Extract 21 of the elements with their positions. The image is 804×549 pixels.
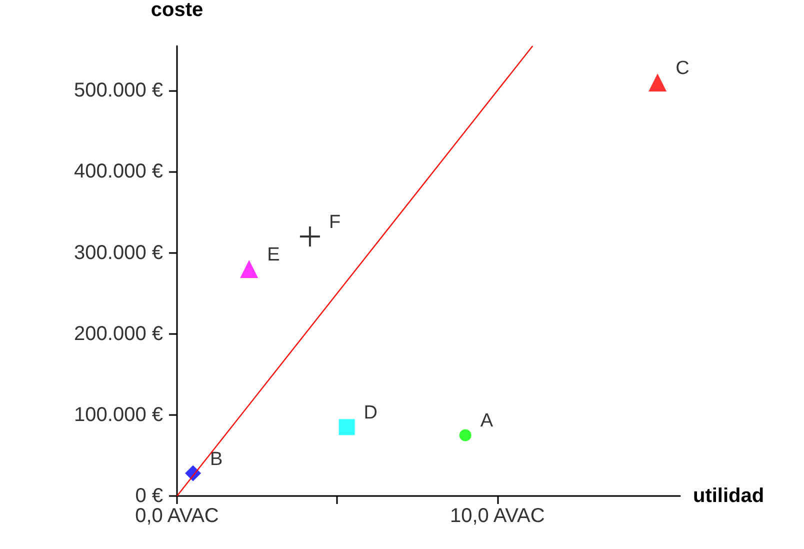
point: [648, 73, 667, 92]
y-tick-label: 500.000 €: [74, 80, 163, 102]
series-label: A: [480, 410, 494, 432]
series-label: B: [210, 448, 223, 470]
series-label: E: [267, 244, 280, 266]
y-tick-label: 200.000 €: [74, 322, 163, 345]
point: [300, 226, 320, 247]
y-tick-label: 400.000 €: [74, 160, 163, 183]
y-tick-label: 100.000 €: [74, 404, 163, 426]
x-tick-label: 0,0 AVAC: [135, 505, 219, 527]
y-tick-label: 300.000 €: [74, 242, 163, 264]
x-axis-title: utilidad: [693, 485, 764, 507]
y-axis-title: coste: [150, 0, 204, 21]
series-label: C: [676, 58, 690, 79]
point: [240, 260, 258, 278]
point: [338, 419, 355, 436]
point: [459, 429, 472, 442]
x-tick-label: 10,0 AVAC: [450, 505, 545, 527]
series-label: D: [364, 402, 378, 424]
y-tick-label: 0 €: [135, 485, 163, 507]
series-label: F: [328, 212, 341, 234]
